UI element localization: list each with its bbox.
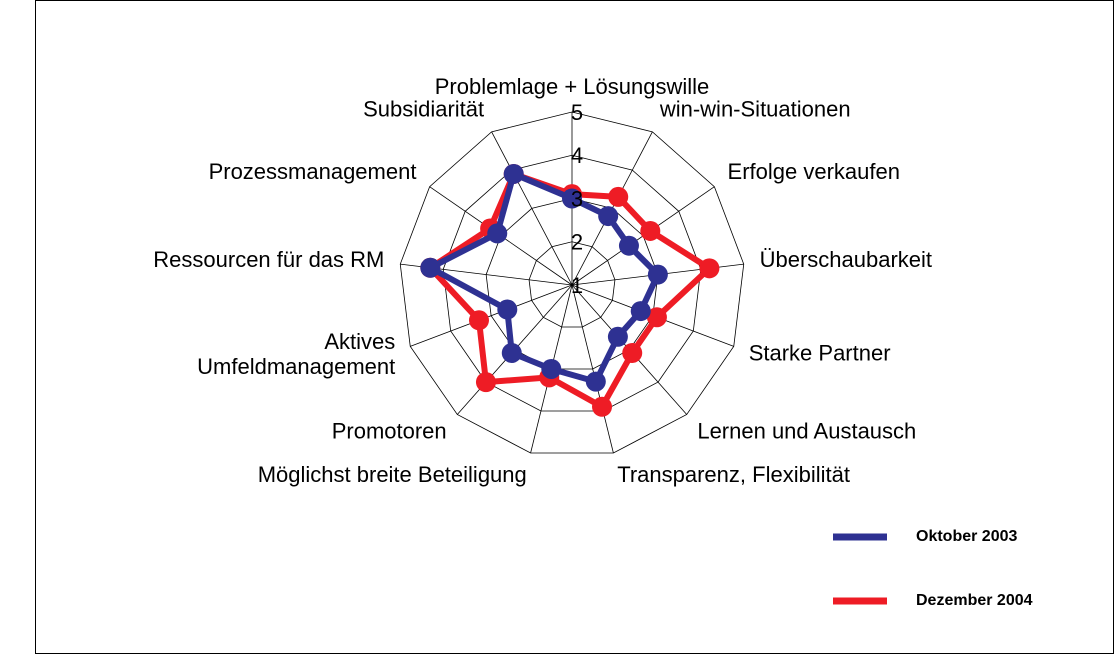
data-point xyxy=(420,257,441,278)
data-point xyxy=(607,326,628,347)
category-label: Starke Partner xyxy=(749,341,891,366)
category-label: win-win-Situationen xyxy=(659,96,851,121)
data-point xyxy=(622,342,643,363)
spoke xyxy=(491,131,573,286)
category-label: Aktives Umfeldmanagement xyxy=(197,329,395,379)
grid-ring xyxy=(528,241,616,328)
data-point xyxy=(699,258,720,279)
r-tick-label: 5 xyxy=(571,100,583,125)
category-label: Überschaubarkeit xyxy=(760,247,932,272)
data-point xyxy=(647,264,668,285)
data-point xyxy=(640,220,661,241)
category-label: Erfolge verkaufen xyxy=(728,159,900,184)
data-point xyxy=(497,299,518,320)
data-point xyxy=(501,342,522,363)
data-point xyxy=(468,310,489,331)
category-label: Ressourcen für das RM xyxy=(153,247,384,272)
data-point xyxy=(541,358,562,379)
category-label: Problemlage + Lösungswille xyxy=(435,74,710,99)
category-label: Promotoren xyxy=(332,418,447,443)
data-point xyxy=(592,396,613,417)
spoke xyxy=(571,284,614,454)
data-point xyxy=(562,188,582,209)
data-point xyxy=(646,307,667,328)
grid-ring xyxy=(399,111,745,454)
data-point xyxy=(608,186,629,207)
data-point xyxy=(618,235,639,256)
data-point xyxy=(487,223,508,244)
category-label: Transparenz, Flexibilität xyxy=(617,462,850,487)
r-tick-label: 3 xyxy=(571,186,583,211)
category-label: Möglichst breite Beteiligung xyxy=(258,462,527,487)
legend-label: Dezember 2004 xyxy=(916,592,1033,609)
r-tick-label: 1 xyxy=(571,273,583,298)
category-label: Prozessmanagement xyxy=(209,159,417,184)
data-point xyxy=(598,206,619,227)
data-point xyxy=(503,163,524,184)
data-point xyxy=(585,371,606,392)
r-tick-label: 4 xyxy=(571,143,583,168)
r-tick-label: 2 xyxy=(571,230,583,255)
spoke xyxy=(410,284,573,347)
legend-label: Oktober 2003 xyxy=(916,528,1017,545)
category-label: Subsidiarität xyxy=(363,96,484,121)
series-line xyxy=(427,170,713,410)
data-point xyxy=(475,372,496,393)
data-point xyxy=(630,301,651,322)
category-label: Lernen und Austausch xyxy=(697,418,916,443)
grid-ring xyxy=(442,154,702,412)
